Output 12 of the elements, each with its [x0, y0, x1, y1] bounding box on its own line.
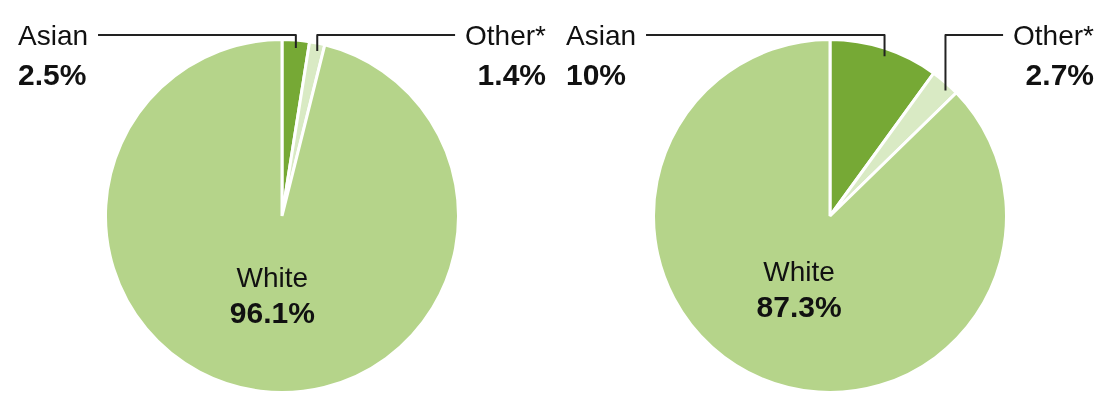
- slice-label: Other*: [465, 20, 547, 51]
- slice-label: Other*: [1013, 20, 1095, 51]
- slice-label: White: [236, 261, 309, 293]
- data-label: 2.5%: [18, 58, 87, 91]
- slice-label: Asian: [566, 20, 637, 51]
- data-label: 87.3%: [756, 290, 842, 324]
- data-label: 2.7%: [1025, 58, 1094, 91]
- slice-label: Asian: [18, 20, 89, 51]
- data-label: 1.4%: [477, 58, 546, 91]
- slice-label: White: [763, 256, 835, 288]
- data-label: 96.1%: [229, 295, 315, 329]
- data-label: 10%: [566, 58, 627, 91]
